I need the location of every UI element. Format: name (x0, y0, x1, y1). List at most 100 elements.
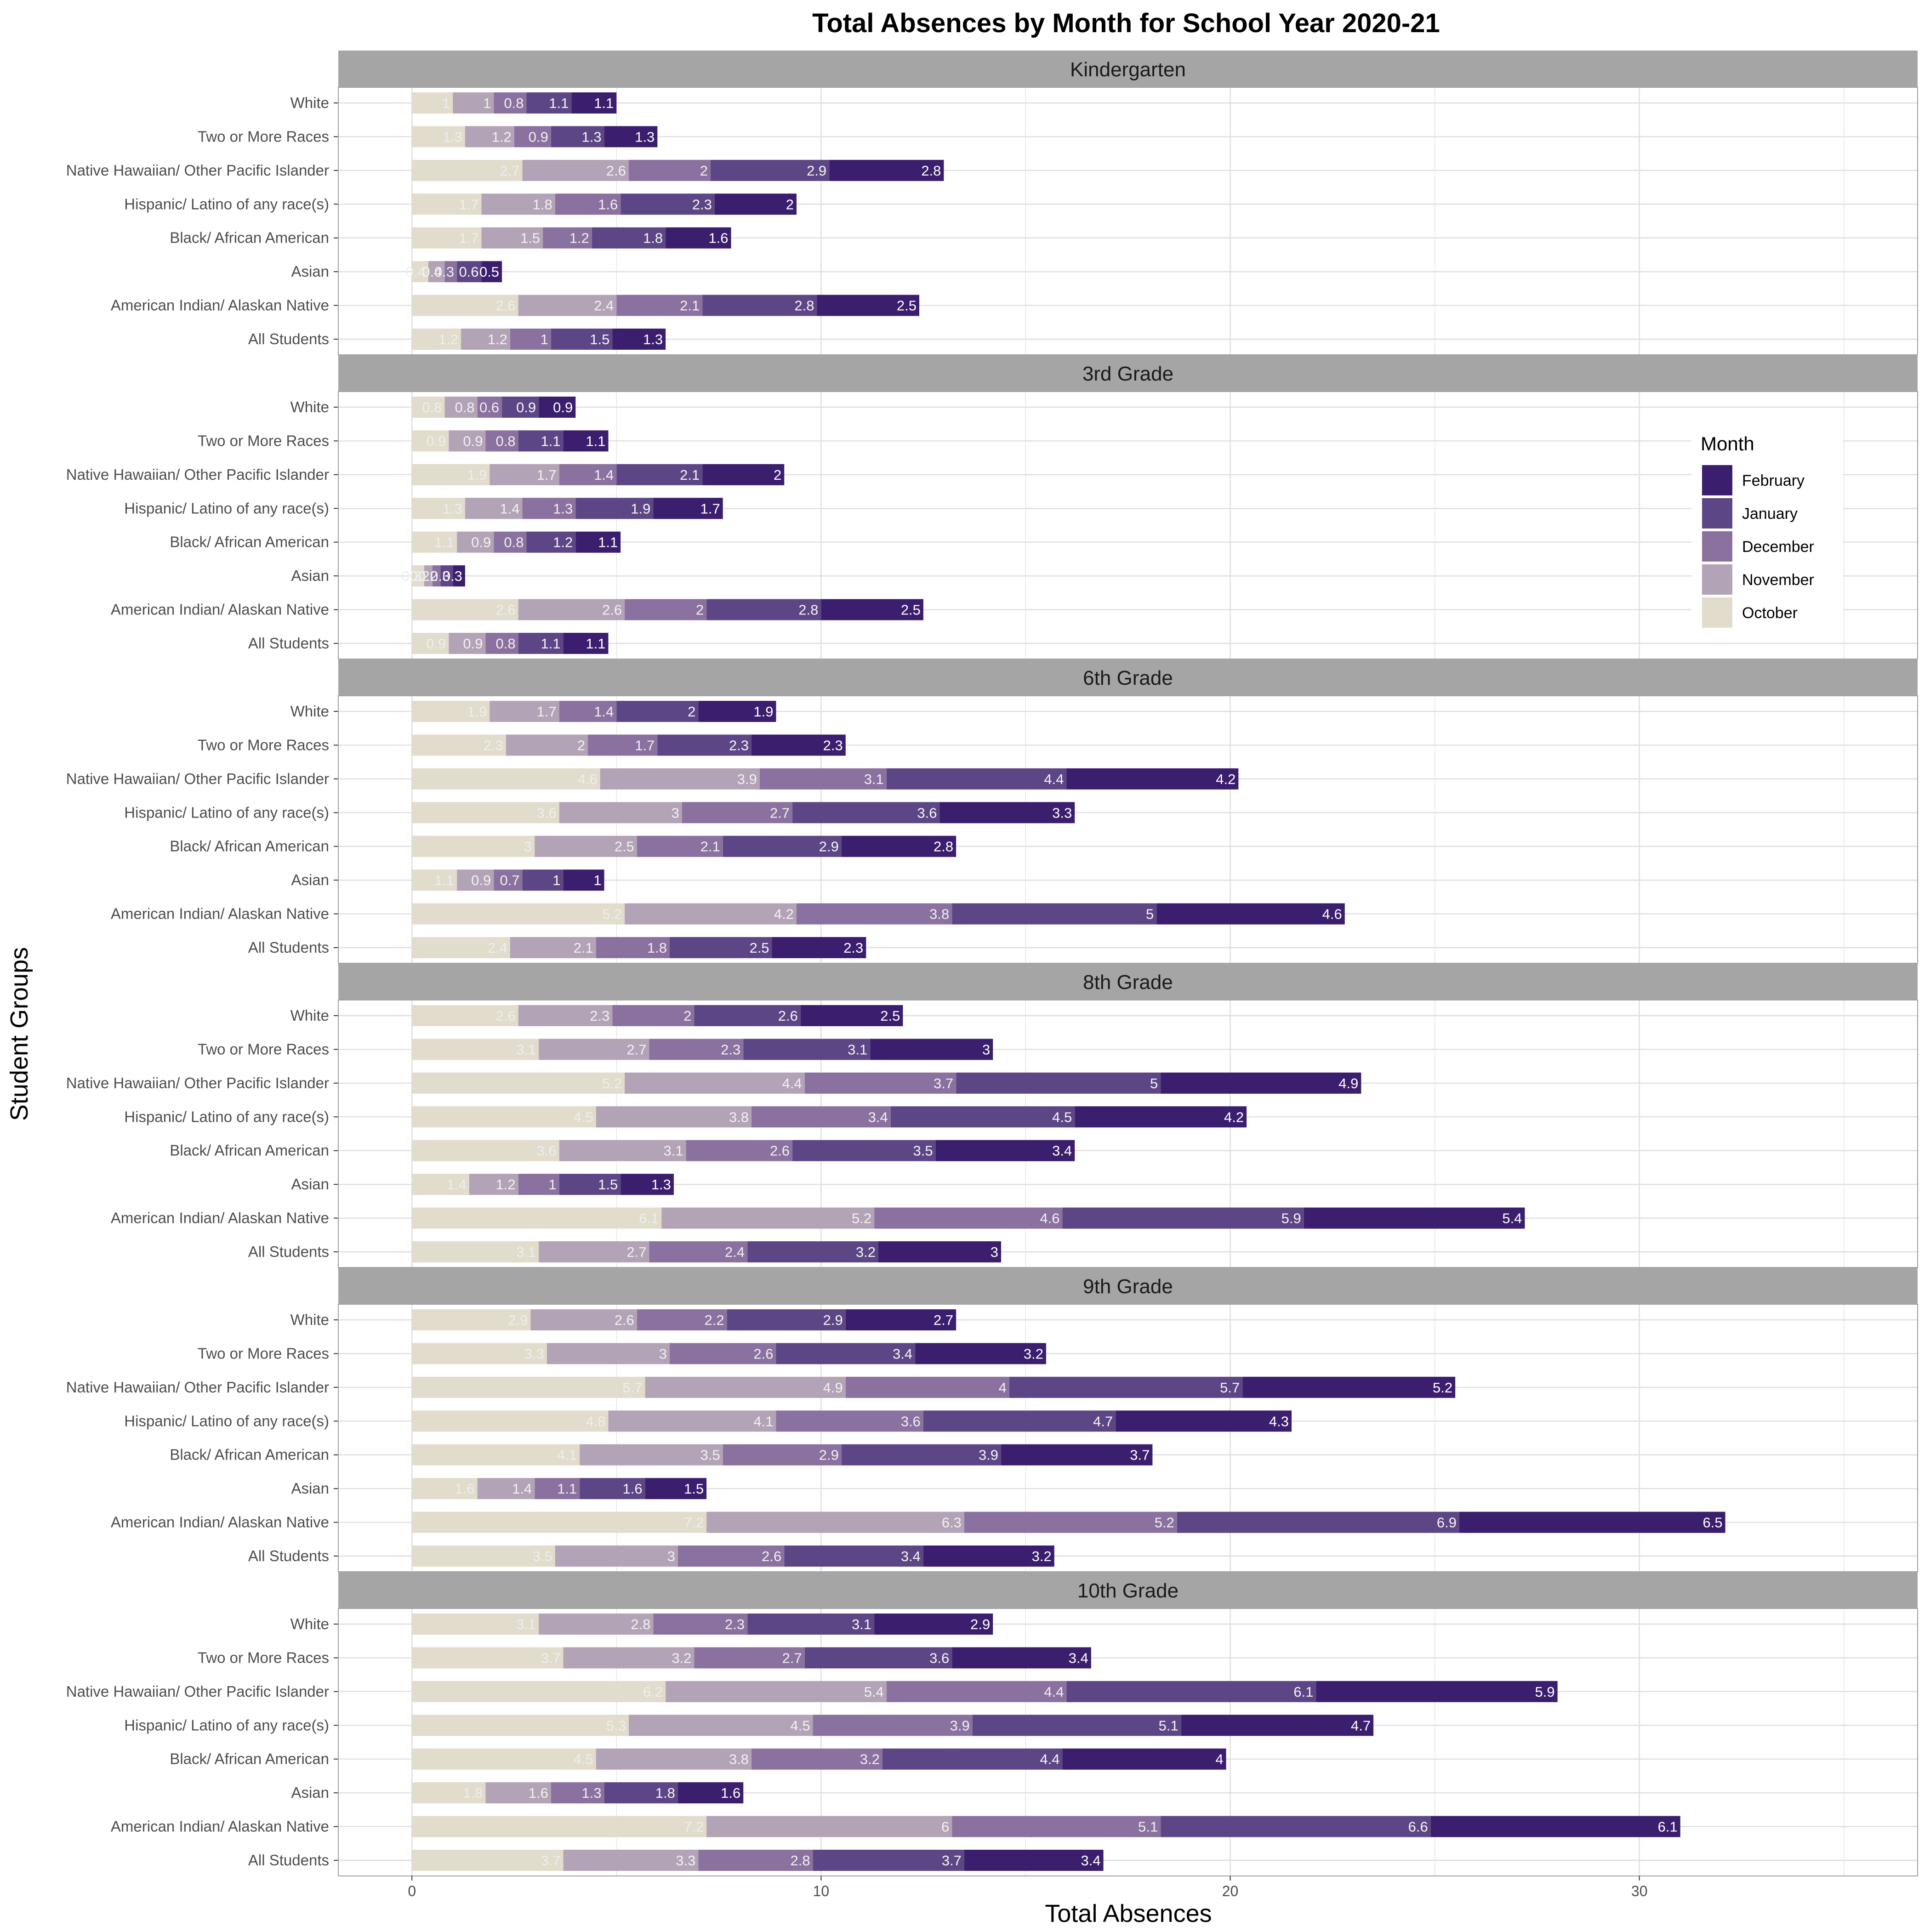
bar-segment-october (412, 1715, 629, 1736)
bar-segment-november (449, 430, 486, 452)
panel-strip (338, 1572, 1918, 1608)
bar-segment-february (874, 1614, 993, 1635)
bar-segment-october (412, 599, 518, 620)
bar-segment-november (539, 1614, 654, 1635)
bar-segment-february (1304, 1207, 1525, 1229)
bar-value-label: 3.4 (1052, 1143, 1072, 1159)
y-tick-label: American Indian/ Alaskan Native (111, 905, 329, 922)
y-tick-label: Hispanic/ Latino of any race(s) (124, 1716, 329, 1733)
bar-value-label: 3.1 (516, 1244, 536, 1260)
bar-segment-october (412, 1614, 539, 1635)
bar-value-label: 3.9 (950, 1717, 970, 1733)
bar-value-label: 1.1 (434, 534, 454, 551)
bar-segment-january (604, 1782, 678, 1804)
bar-segment-november (428, 261, 445, 283)
y-tick-label: American Indian/ Alaskan Native (111, 601, 329, 618)
y-tick-label: American Indian/ Alaskan Native (111, 1514, 329, 1531)
bar-segment-january (727, 1309, 846, 1330)
bar-segment-january (440, 565, 453, 587)
bar-value-label: 3.6 (537, 1143, 557, 1159)
bar-segment-november (559, 1140, 686, 1161)
bar-segment-january (702, 295, 817, 316)
bar-segment-october (412, 734, 506, 756)
bar-segment-october (412, 498, 465, 519)
bar-value-label: 3.5 (700, 1447, 720, 1463)
bar-value-label: 3.1 (848, 1041, 867, 1057)
y-tick-label: Black/ African American (170, 534, 329, 551)
bar-segment-january (551, 329, 613, 350)
bar-segment-january (592, 227, 666, 249)
y-tick-label: All Students (248, 1852, 329, 1869)
bar-segment-october (412, 464, 490, 485)
bar-value-label: 4.7 (1093, 1413, 1113, 1429)
bar-segment-november (563, 1850, 699, 1871)
bar-segment-february (539, 397, 576, 418)
bar-segment-january (502, 397, 539, 418)
bar-value-label: 1.3 (581, 1785, 601, 1801)
bar-segment-december (677, 1546, 785, 1567)
y-tick-label: Hispanic/ Latino of any race(s) (124, 804, 329, 821)
bar-value-label: 3.4 (893, 1346, 912, 1362)
bar-segment-october (412, 1410, 609, 1432)
bar-segment-january (952, 903, 1157, 925)
bar-segment-november (563, 1647, 695, 1669)
bar-value-label: 4.2 (1216, 771, 1235, 787)
bar-value-label: 1.9 (753, 704, 773, 720)
bar-value-label: 2.4 (488, 940, 507, 956)
bar-segment-november (457, 531, 494, 553)
bar-segment-january (580, 1478, 645, 1500)
bar-value-label: 3.1 (852, 1616, 871, 1632)
y-tick-label: White (290, 703, 329, 720)
bar-value-label: 1.7 (635, 737, 655, 753)
bar-segment-february (1001, 1444, 1153, 1466)
bar-value-label: 3.6 (929, 1650, 949, 1666)
y-tick-label: Hispanic/ Latino of any race(s) (124, 1108, 329, 1125)
bar-segment-december (535, 1478, 580, 1500)
bar-value-label: 6.3 (942, 1515, 962, 1531)
bar-value-label: 3 (524, 839, 532, 855)
bar-value-label: 3.2 (856, 1244, 876, 1260)
bar-segment-november (477, 1478, 535, 1500)
bar-segment-february (1181, 1715, 1374, 1736)
bar-segment-december (444, 261, 457, 283)
bar-segment-october (412, 1207, 662, 1229)
panel-9th-grade: 9th Grade White 2.9 2.6 2.2 2.9 2.7 Two or More… (66, 1267, 1918, 1572)
bar-value-label: 6.5 (1703, 1515, 1723, 1531)
bar-segment-november (469, 1174, 518, 1195)
bar-segment-november (510, 937, 596, 958)
bar-value-label: 1.6 (529, 1785, 548, 1801)
bar-value-label: 0.7 (500, 872, 519, 888)
bar-value-label: 0.9 (529, 129, 548, 145)
bar-segment-december (637, 1309, 727, 1330)
bar-segment-december (752, 1748, 882, 1770)
bar-value-label: 1.4 (512, 1481, 532, 1497)
panel-strip-label: 6th Grade (1083, 667, 1173, 689)
bar-value-label: 1.9 (631, 500, 650, 517)
bar-value-label: 1.7 (459, 196, 478, 212)
bar-value-label: 1 (552, 872, 560, 888)
bar-segment-february (563, 869, 604, 891)
legend-key-october (1702, 597, 1732, 628)
bar-value-label: 6.6 (1408, 1819, 1428, 1835)
bar-value-label: 1.1 (434, 872, 454, 888)
bar-segment-november (444, 397, 478, 418)
bar-value-label: 4.4 (1040, 1751, 1059, 1767)
panel-border (338, 1608, 1918, 1876)
bar-value-label: 1.7 (537, 704, 557, 720)
bar-value-label: 1.8 (463, 1785, 483, 1801)
bar-value-label: 0.9 (426, 433, 446, 449)
bar-value-label: 5.2 (602, 906, 622, 922)
bar-value-label: 2.3 (729, 737, 749, 753)
bar-segment-november (518, 295, 617, 316)
bar-segment-december (886, 1681, 1067, 1702)
legend-key-january (1702, 498, 1732, 528)
bar-value-label: 0.8 (496, 636, 516, 652)
bar-value-label: 2 (577, 737, 585, 753)
bar-value-label: 1 (541, 331, 548, 347)
y-tick-label: All Students (248, 635, 329, 652)
bar-value-label: 7.2 (684, 1515, 704, 1531)
bar-value-label: 2.6 (602, 602, 622, 618)
bar-value-label: 1.4 (447, 1176, 467, 1193)
bar-segment-january (813, 1850, 964, 1871)
bar-segment-february (800, 1005, 903, 1026)
